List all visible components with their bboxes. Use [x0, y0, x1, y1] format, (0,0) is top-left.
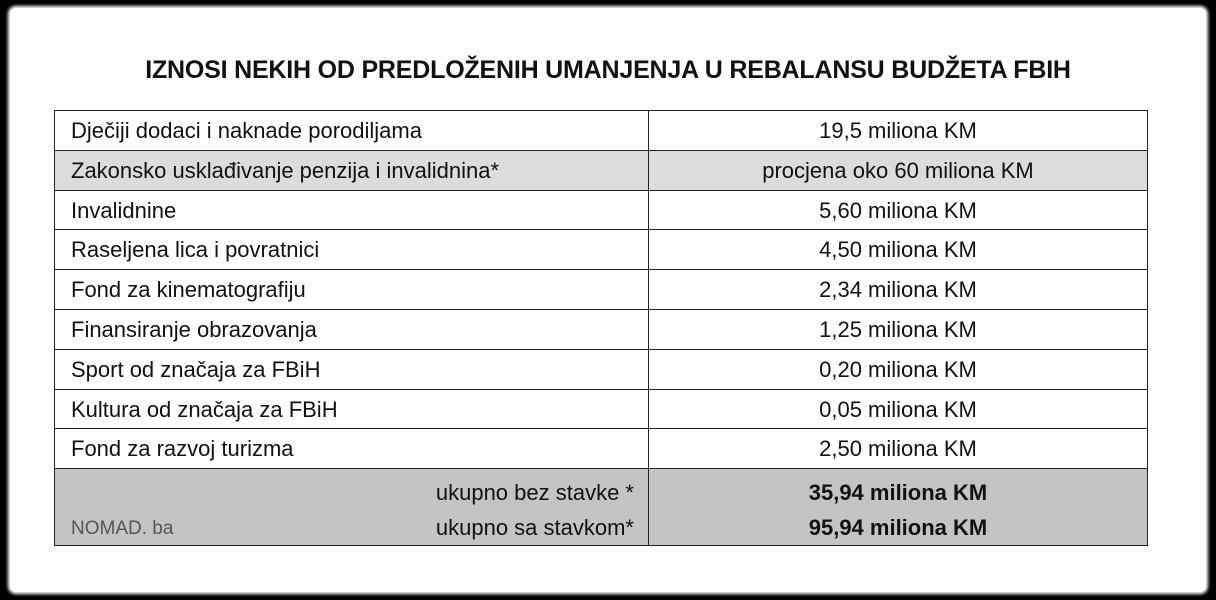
item-label: Zakonsko usklađivanje penzija i invalidn…: [55, 150, 649, 190]
item-label: Fond za razvoj turizma: [55, 429, 649, 469]
total-amount: 35,94 miliona KM: [808, 480, 988, 506]
table-row: Raseljena lica i povratnici 4,50 miliona …: [55, 230, 1147, 271]
total-label: ukupno bez stavke *: [435, 480, 634, 506]
watermark: NOMAD. ba: [71, 518, 174, 540]
title: IZNOSI NEKIH OD PREDLOŽENIH UMANJENJA U …: [145, 56, 1071, 84]
totals: NOMAD. ba ukupno bez stavke * ukupno sa s…: [55, 469, 1147, 546]
item-amount: procjena oko 60 miliona KM: [762, 157, 1034, 183]
table-row: Sport od značaja za FBiH 0,20 miliona KM: [55, 349, 1147, 390]
table-row: Dječiji dodaci i naknade porodiljama 19,5…: [55, 111, 1147, 151]
table: Dječiji dodaci i naknade porodiljama 19,5…: [54, 110, 1148, 547]
totals-labels: NOMAD. ba ukupno bez stavke * ukupno sa s…: [55, 469, 649, 546]
table-row: Invalidnine 5,60 miliona KM: [55, 190, 1147, 231]
table-body: Dječiji dodaci i naknade porodiljama 19,5…: [55, 111, 1147, 470]
item-amount: 5,60 miliona KM: [819, 197, 977, 223]
totals-values: 35,94 miliona KM 95,94 miliona KM: [649, 469, 1147, 545]
item-amount: 0,20 miliona KM: [819, 356, 977, 382]
item-label: Fond za kinematografiju: [55, 270, 649, 309]
item-amount: 4,50 miliona KM: [819, 237, 977, 263]
table-row: Fond za kinematografiju 2,34 miliona KM: [55, 270, 1147, 310]
table-row: Fond za razvoj turizma 2,50 miliona KM: [55, 429, 1147, 470]
item-amount: 2,34 miliona KM: [819, 277, 977, 303]
total-amount: 95,94 miliona KM: [808, 515, 988, 541]
item-amount: 2,50 miliona KM: [819, 436, 977, 462]
table-row: Zakonsko usklađivanje penzija i invalidn…: [55, 150, 1147, 191]
item-amount: 0,05 miliona KM: [819, 396, 977, 422]
item-label: Dječiji dodaci i naknade porodiljama: [55, 111, 649, 150]
item-label: Kultura od značaja za FBiH: [55, 389, 649, 429]
table-row: Finansiranje obrazovanja 1,25 miliona KM: [55, 309, 1147, 350]
item-amount: 1,25 miliona KM: [819, 316, 977, 342]
item-label: Finansiranje obrazovanja: [55, 309, 649, 349]
table-row: Kultura od značaja za FBiH 0,05 miliona K…: [55, 389, 1147, 430]
item-label: Invalidnine: [55, 190, 649, 230]
total-label: ukupno sa stavkom*: [435, 515, 634, 541]
item-label: Raseljena lica i povratnici: [55, 230, 649, 270]
item-amount: 19,5 miliona KM: [819, 118, 977, 143]
item-label: Sport od značaja za FBiH: [55, 349, 649, 389]
